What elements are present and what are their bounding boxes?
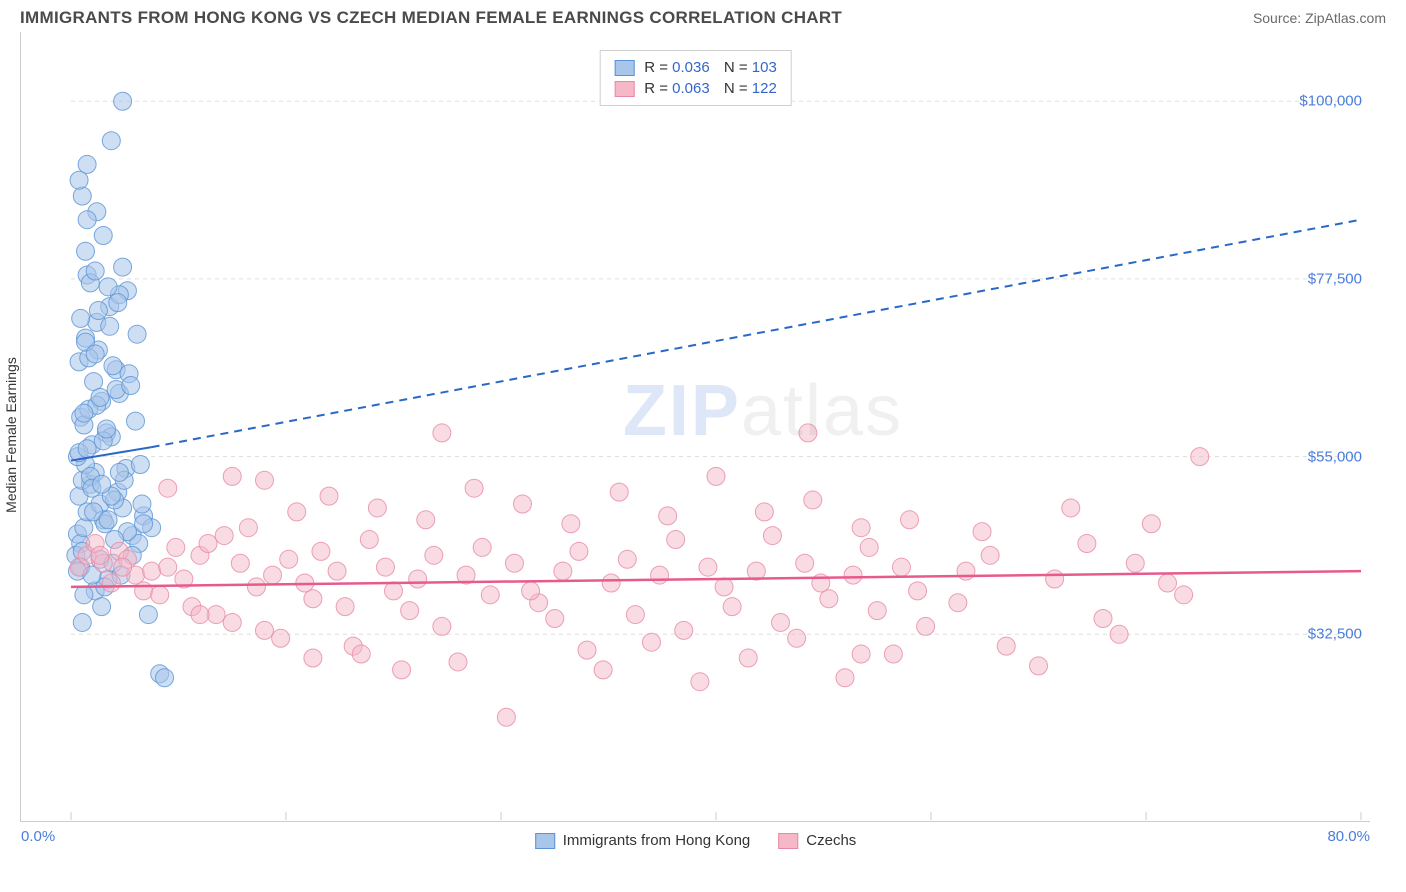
legend-item-czech: Czechs <box>778 832 856 849</box>
legend-label-hk: Immigrants from Hong Kong <box>563 832 751 849</box>
x-axis-min-label: 0.0% <box>21 828 55 845</box>
legend-r-label: R = 0.036 <box>644 59 709 76</box>
legend-r-value-2: 0.063 <box>672 80 710 97</box>
chart-title: IMMIGRANTS FROM HONG KONG VS CZECH MEDIA… <box>20 8 842 28</box>
legend-swatch-czech-icon <box>778 833 798 849</box>
y-tick-label: $100,000 <box>1299 93 1362 110</box>
legend-n-label: N = 103 <box>720 59 777 76</box>
legend-swatch-hk <box>614 60 634 76</box>
correlation-legend: R = 0.036 N = 103 R = 0.063 N = 122 <box>599 50 792 106</box>
legend-item-hk: Immigrants from Hong Kong <box>535 832 751 849</box>
scatter-chart-svg <box>21 32 1371 822</box>
chart-header: IMMIGRANTS FROM HONG KONG VS CZECH MEDIA… <box>0 0 1406 32</box>
y-tick-label: $55,000 <box>1308 448 1362 465</box>
y-tick-label: $77,500 <box>1308 270 1362 287</box>
series-legend: Immigrants from Hong Kong Czechs <box>535 832 857 849</box>
y-tick-label: $32,500 <box>1308 626 1362 643</box>
chart-source: Source: ZipAtlas.com <box>1253 10 1386 26</box>
legend-row-series-2: R = 0.063 N = 122 <box>614 78 777 99</box>
legend-r-value-1: 0.036 <box>672 59 710 76</box>
legend-label-czech: Czechs <box>806 832 856 849</box>
y-axis-label: Median Female Earnings <box>3 357 19 513</box>
legend-n-value-2: 122 <box>752 80 777 97</box>
x-axis-max-label: 80.0% <box>1327 828 1370 845</box>
legend-row-series-1: R = 0.036 N = 103 <box>614 57 777 78</box>
chart-plot-area: Median Female Earnings ZIPatlas R = 0.03… <box>20 32 1370 822</box>
legend-n-label: N = 122 <box>720 80 777 97</box>
legend-swatch-czech <box>614 81 634 97</box>
legend-n-value-1: 103 <box>752 59 777 76</box>
legend-swatch-hk-icon <box>535 833 555 849</box>
legend-r-label: R = 0.063 <box>644 80 709 97</box>
